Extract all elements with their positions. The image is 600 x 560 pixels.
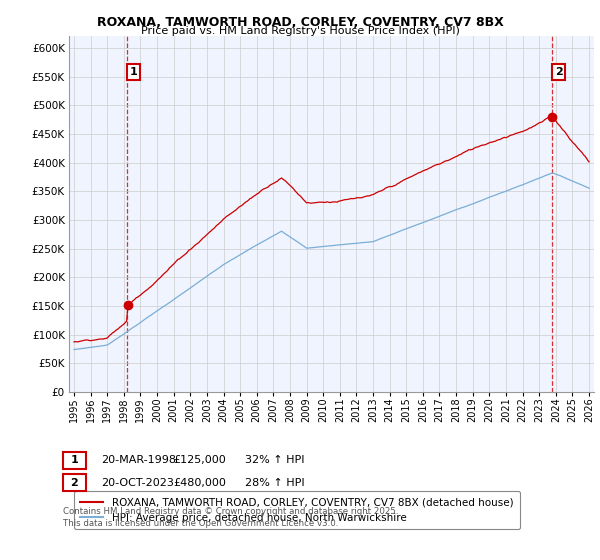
Text: Contains HM Land Registry data © Crown copyright and database right 2025.
This d: Contains HM Land Registry data © Crown c… — [63, 507, 398, 528]
Legend: ROXANA, TAMWORTH ROAD, CORLEY, COVENTRY, CV7 8BX (detached house), HPI: Average : ROXANA, TAMWORTH ROAD, CORLEY, COVENTRY,… — [74, 491, 520, 529]
Text: 2: 2 — [71, 478, 78, 488]
Text: 1: 1 — [130, 67, 137, 77]
Text: 32% ↑ HPI: 32% ↑ HPI — [245, 455, 304, 465]
Text: 28% ↑ HPI: 28% ↑ HPI — [245, 478, 304, 488]
Text: 20-MAR-1998: 20-MAR-1998 — [101, 455, 176, 465]
Text: 2: 2 — [555, 67, 563, 77]
Text: £480,000: £480,000 — [173, 478, 226, 488]
Text: 20-OCT-2023: 20-OCT-2023 — [101, 478, 173, 488]
Text: Price paid vs. HM Land Registry's House Price Index (HPI): Price paid vs. HM Land Registry's House … — [140, 26, 460, 36]
Text: £125,000: £125,000 — [173, 455, 226, 465]
Text: 1: 1 — [71, 455, 78, 465]
Text: ROXANA, TAMWORTH ROAD, CORLEY, COVENTRY, CV7 8BX: ROXANA, TAMWORTH ROAD, CORLEY, COVENTRY,… — [97, 16, 503, 29]
